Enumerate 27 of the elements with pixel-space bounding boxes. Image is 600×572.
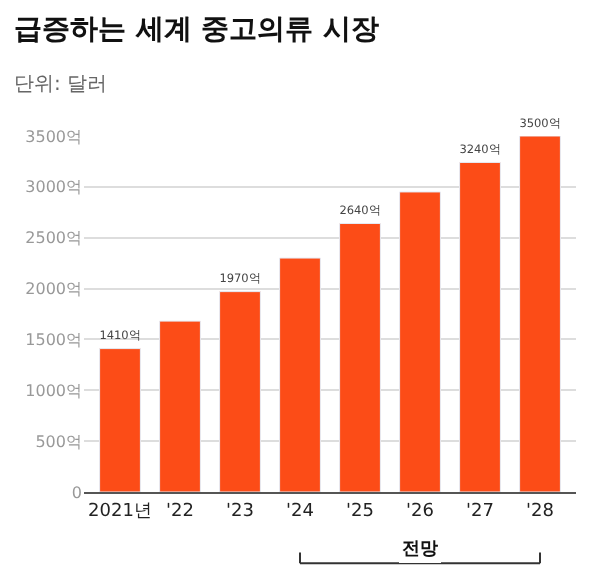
x-tick-label: '26 (406, 501, 435, 522)
bar (99, 348, 141, 492)
y-tick-label: 3500억 (25, 127, 82, 146)
bar (399, 191, 441, 492)
x-tick-label: '27 (466, 501, 494, 522)
y-tick-label: 3000억 (25, 178, 82, 197)
bar (159, 320, 201, 492)
bar (279, 257, 321, 492)
y-tick-label: 2000억 (25, 280, 82, 299)
bar (219, 291, 261, 492)
bar (339, 222, 381, 492)
y-tick-label: 500억 (35, 432, 82, 451)
x-tick-label: 2021년 (88, 501, 152, 522)
x-tick-label: '23 (226, 501, 254, 522)
bar (459, 161, 501, 492)
x-tick-label: '28 (526, 501, 555, 522)
x-tick-label: '25 (346, 501, 374, 522)
chart-subtitle: 단위: 달러 (14, 74, 108, 96)
text: 전망 (402, 540, 438, 560)
y-tick-label: 0 (71, 483, 82, 502)
y-tick-label: 1000억 (25, 381, 82, 400)
y-tick-label: 1500억 (25, 331, 82, 350)
x-tick-label: '24 (286, 501, 315, 522)
bar (519, 136, 561, 492)
y-tick-label: 2500억 (25, 229, 82, 248)
chart-title: 급증하는 세계 중고의류 시장 (14, 14, 380, 46)
x-tick-label: '22 (166, 501, 194, 522)
